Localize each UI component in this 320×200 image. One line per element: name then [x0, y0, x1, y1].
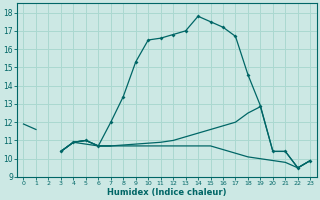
X-axis label: Humidex (Indice chaleur): Humidex (Indice chaleur) [107, 188, 227, 197]
